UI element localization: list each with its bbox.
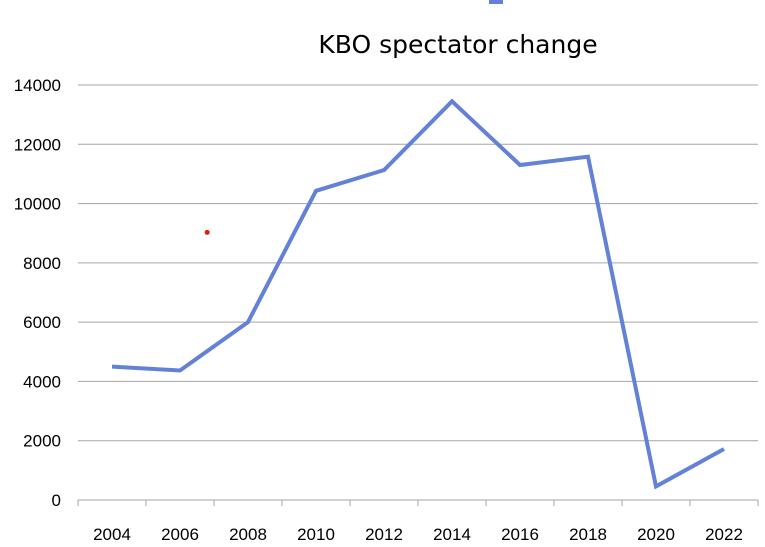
y-tick-label: 12000 (14, 135, 61, 154)
x-tick-label: 2012 (365, 525, 403, 544)
x-tick-label: 2018 (569, 525, 607, 544)
x-tick-label: 2010 (297, 525, 335, 544)
legend-swatch (489, 0, 503, 4)
marker-layer (204, 229, 210, 235)
marker-dot (204, 229, 210, 235)
chart-title: KBO spectator change (318, 30, 597, 59)
y-tick-label: 14000 (14, 76, 61, 95)
y-tick-label: 4000 (23, 372, 61, 391)
x-tick-label: 2020 (637, 525, 675, 544)
series-line (111, 98, 725, 490)
x-axis-tick-labels: 2004 2006 2008 2010 2012 2014 2016 2018 2020 2022 (93, 525, 743, 544)
y-tick-label: 2000 (23, 432, 61, 451)
axes (77, 499, 759, 506)
x-tick-label: 2014 (433, 525, 471, 544)
x-tick-label: 2004 (93, 525, 131, 544)
gridlines (78, 84, 758, 442)
series-layer (111, 98, 725, 490)
x-tick-label: 2006 (161, 525, 199, 544)
y-axis-tick-labels: 0 2000 4000 6000 8000 10000 12000 14000 (14, 76, 61, 510)
y-tick-label: 8000 (23, 254, 61, 273)
y-tick-label: 10000 (14, 195, 61, 214)
y-tick-label: 0 (52, 491, 61, 510)
y-tick-label: 6000 (23, 313, 61, 332)
x-tick-label: 2008 (229, 525, 267, 544)
x-tick-label: 2016 (501, 525, 539, 544)
x-tick-label: 2022 (705, 525, 743, 544)
